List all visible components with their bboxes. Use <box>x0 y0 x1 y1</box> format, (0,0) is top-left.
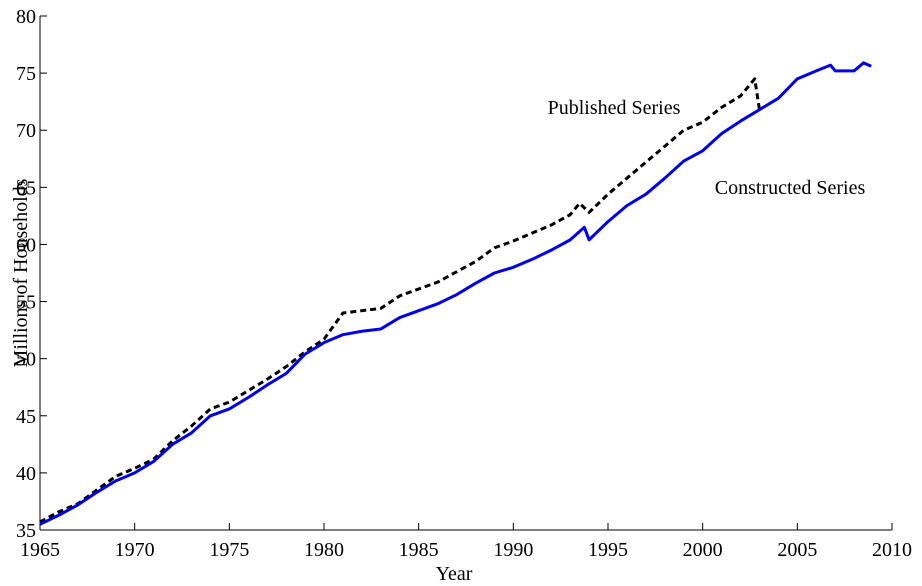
y-tick-label: 80 <box>16 6 36 28</box>
series-line <box>39 77 761 524</box>
x-tick-label: 2010 <box>872 539 912 561</box>
x-tick-label: 1975 <box>209 539 249 561</box>
x-tick-label: 2000 <box>683 539 723 561</box>
x-tick-label: 1965 <box>20 539 60 561</box>
y-tick-label: 70 <box>16 120 36 142</box>
y-tick-label: 40 <box>16 463 36 485</box>
y-tick-label: 65 <box>16 177 36 199</box>
x-tick-label: 1970 <box>115 539 155 561</box>
series-line <box>39 61 872 526</box>
y-tick-label: 60 <box>16 234 36 256</box>
y-tick-label: 75 <box>16 63 36 85</box>
y-tick-label: 50 <box>16 349 36 371</box>
x-tick-label: 1980 <box>304 539 344 561</box>
y-tick-label: 45 <box>16 406 36 428</box>
x-tick-label: 2005 <box>777 539 817 561</box>
x-tick-label: 1995 <box>588 539 628 561</box>
y-axis-label: Millions of Households <box>10 178 32 367</box>
x-tick-label: 1985 <box>399 539 439 561</box>
x-tick-label: 1990 <box>493 539 533 561</box>
annotation: Constructed Series <box>715 177 866 199</box>
y-tick-label: 35 <box>16 520 36 542</box>
annotation: Published Series <box>548 97 681 119</box>
x-axis-label: Year <box>436 563 473 585</box>
y-tick-label: 55 <box>16 292 36 314</box>
